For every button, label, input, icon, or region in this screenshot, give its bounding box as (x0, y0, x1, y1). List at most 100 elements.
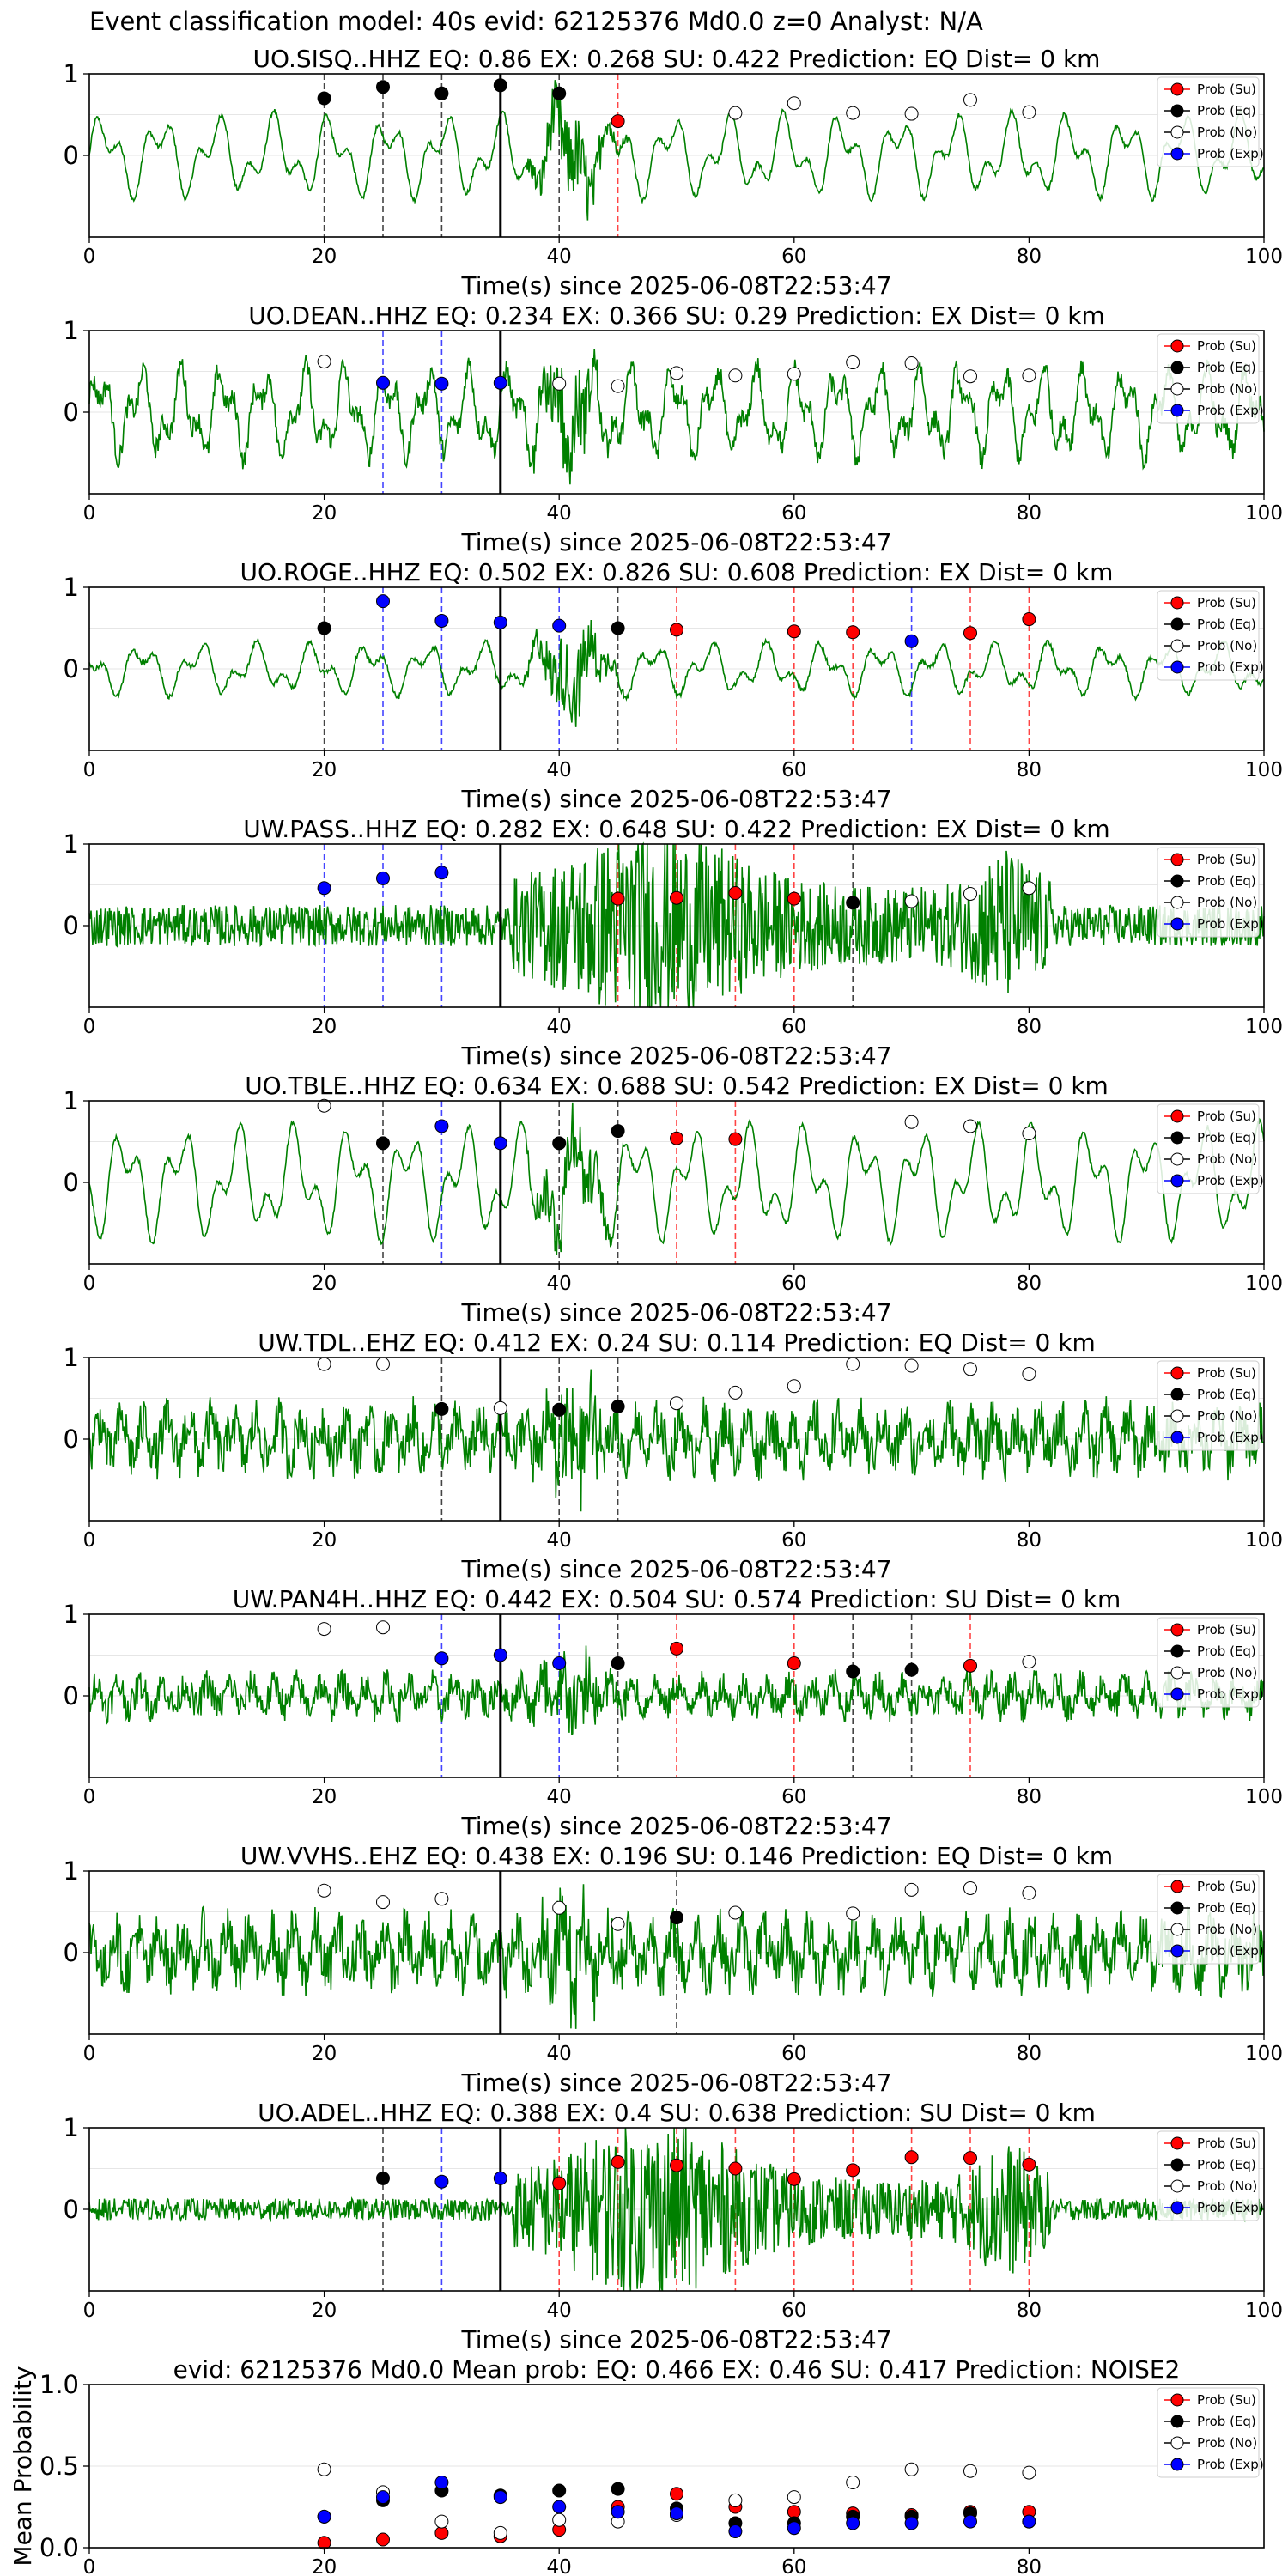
y-tick-label: 0 (64, 1168, 79, 1197)
prob-point-no (1022, 1655, 1036, 1669)
y-tick-label: 1 (64, 1856, 79, 1886)
prob-point-su (728, 1132, 743, 1146)
x-axis-label: Time(s) since 2025-06-08T22:53:47 (460, 2325, 891, 2354)
x-tick-label: 60 (781, 2556, 806, 2576)
legend-label-exp: Prob (Exp) (1197, 146, 1264, 161)
legend-marker-su (1170, 339, 1184, 353)
legend-marker-exp (1170, 1687, 1184, 1701)
y-tick-label: 0 (64, 1425, 79, 1454)
prob-point-no (904, 894, 919, 908)
mean-prob-point-exp (728, 2524, 743, 2538)
x-tick-label: 0 (83, 502, 96, 525)
legend-marker-su (1170, 1623, 1184, 1637)
legend-label-no: Prob (No) (1197, 1665, 1257, 1680)
x-tick-label: 20 (312, 759, 337, 781)
x-tick-label: 60 (781, 2043, 806, 2065)
legend-box (1157, 1360, 1260, 1451)
panel-title: evid: 62125376 Md0.0 Mean prob: EQ: 0.46… (173, 2355, 1181, 2384)
legend-box (1157, 590, 1260, 681)
x-tick-label: 100 (1245, 1529, 1283, 1552)
prob-point-exp (317, 881, 331, 896)
prob-point-no (904, 1882, 919, 1897)
prob-point-no (728, 1905, 743, 1920)
legend-label-su: Prob (Su) (1197, 338, 1256, 354)
prob-point-su (846, 2163, 860, 2178)
x-tick-label: 60 (781, 1273, 806, 1295)
y-tick-label: 1 (64, 316, 79, 345)
prob-point-exp (434, 1651, 449, 1666)
x-axis-label: Time(s) since 2025-06-08T22:53:47 (460, 1298, 891, 1327)
legend-marker-eq (1170, 1388, 1184, 1401)
y-tick-label: 0.5 (39, 2451, 79, 2481)
waveform-trace (88, 619, 1265, 727)
x-axis-label: Time(s) since 2025-06-08T22:53:47 (460, 785, 891, 813)
prob-point-su (963, 1658, 977, 1673)
legend: Prob (Su) Prob (Eq) Prob (No) Prob (Exp) (1157, 76, 1264, 167)
panel-7: UW.PAN4H..HHZ EQ: 0.442 EX: 0.504 SU: 0.… (64, 1585, 1283, 1840)
legend: Prob (Su) Prob (Eq) Prob (No) Prob (Exp) (1157, 1360, 1264, 1451)
legend-label-no: Prob (No) (1197, 2178, 1257, 2194)
prob-point-exp (376, 871, 390, 885)
legend-box (1157, 2130, 1260, 2221)
legend-label-su: Prob (Su) (1197, 595, 1256, 611)
legend-marker-no (1170, 382, 1184, 396)
y-tick-label: 1 (64, 1600, 79, 1629)
legend-marker-no (1170, 896, 1184, 909)
x-tick-label: 40 (547, 2300, 572, 2322)
legend-label-exp: Prob (Exp) (1197, 1686, 1264, 1702)
mean-prob-point-exp (670, 2506, 683, 2521)
panel-title: UW.PAN4H..HHZ EQ: 0.442 EX: 0.504 SU: 0.… (233, 1585, 1121, 1613)
legend-label-exp: Prob (Exp) (1197, 659, 1264, 675)
prob-point-su (1022, 2157, 1036, 2172)
mean-prob-point-no (728, 2493, 743, 2507)
x-tick-label: 80 (1017, 1016, 1042, 1038)
legend-label-eq: Prob (Eq) (1197, 617, 1256, 632)
prob-point-su (611, 2154, 625, 2169)
x-tick-label: 0 (83, 246, 96, 268)
legend-marker-exp (1170, 404, 1184, 417)
legend-label-no: Prob (No) (1197, 895, 1257, 910)
x-axis-label: Time(s) since 2025-06-08T22:53:47 (460, 1812, 891, 1840)
prob-point-su (728, 2161, 743, 2176)
x-tick-label: 80 (1017, 2556, 1042, 2576)
panel-10: evid: 62125376 Md0.0 Mean prob: EQ: 0.46… (9, 2355, 1265, 2576)
x-tick-label: 80 (1017, 1273, 1042, 1295)
x-tick-label: 80 (1017, 2043, 1042, 2065)
x-tick-label: 40 (547, 2043, 572, 2065)
x-tick-label: 0 (83, 1786, 96, 1808)
prob-point-no (846, 355, 860, 370)
mean-prob-point-no (317, 2462, 331, 2476)
mean-prob-point-exp (846, 2516, 860, 2530)
x-tick-label: 40 (547, 1273, 572, 1295)
panel-title: UO.ADEL..HHZ EQ: 0.388 EX: 0.4 SU: 0.638… (258, 2099, 1096, 2127)
mean-prob-point-no (1022, 2465, 1036, 2480)
mean-prob-point-su (787, 2505, 801, 2519)
x-tick-label: 20 (312, 1529, 337, 1552)
x-tick-label: 80 (1017, 2300, 1042, 2322)
mean-prob-point-exp (904, 2516, 919, 2530)
x-tick-label: 0 (83, 2300, 96, 2322)
x-tick-label: 60 (781, 759, 806, 781)
prob-point-no (611, 379, 625, 393)
prob-point-eq (904, 1662, 919, 1677)
prob-point-eq (846, 896, 860, 910)
legend-label-eq: Prob (Eq) (1197, 2414, 1256, 2429)
legend: Prob (Su) Prob (Eq) Prob (No) Prob (Exp) (1157, 1874, 1264, 1965)
legend-label-exp: Prob (Exp) (1197, 1943, 1264, 1959)
prob-point-no (728, 368, 743, 383)
legend-marker-no (1170, 1409, 1184, 1423)
mean-prob-point-exp (611, 2505, 625, 2519)
mean-prob-point-no (493, 2525, 507, 2540)
prob-point-no (904, 356, 919, 370)
prob-point-no (787, 96, 801, 111)
legend-marker-eq (1170, 874, 1184, 888)
legend-marker-su (1170, 2393, 1184, 2407)
prob-point-su (670, 2158, 683, 2172)
legend-label-no: Prob (No) (1197, 125, 1257, 140)
panel-title: UW.PASS..HHZ EQ: 0.282 EX: 0.648 SU: 0.4… (243, 815, 1109, 843)
mean-prob-point-exp (1022, 2514, 1036, 2529)
prob-point-no (376, 1357, 390, 1371)
prob-point-no (670, 366, 683, 380)
prob-point-eq (376, 1136, 390, 1151)
prob-point-no (846, 1357, 860, 1371)
